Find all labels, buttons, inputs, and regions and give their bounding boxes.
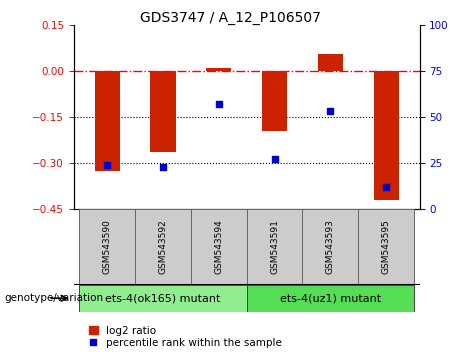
Point (215, 101, 223, 107)
Bar (247, 285, 414, 312)
Bar (79, 285, 247, 312)
Bar (358, 209, 414, 285)
Point (160, 164, 167, 169)
Bar (150, 71, 176, 152)
Text: genotype/variation: genotype/variation (5, 293, 104, 303)
Text: ets-4(ok165) mutant: ets-4(ok165) mutant (105, 293, 221, 303)
Text: GDS3747 / A_12_P106507: GDS3747 / A_12_P106507 (140, 11, 321, 25)
Bar (206, 68, 231, 71)
Bar (302, 209, 358, 285)
Bar (247, 209, 302, 285)
Point (104, 162, 111, 167)
Point (271, 156, 278, 162)
Text: GSM543590: GSM543590 (103, 219, 112, 274)
Text: GSM543591: GSM543591 (270, 219, 279, 274)
Bar (318, 54, 343, 71)
Text: GSM543592: GSM543592 (159, 219, 167, 274)
Text: GSM543595: GSM543595 (382, 219, 390, 274)
Text: GSM543594: GSM543594 (214, 219, 223, 274)
Bar (262, 71, 287, 131)
Bar (79, 209, 135, 285)
Text: ets-4(uz1) mutant: ets-4(uz1) mutant (280, 293, 381, 303)
Bar (95, 71, 120, 171)
Point (382, 184, 390, 190)
Bar (191, 209, 247, 285)
Point (326, 108, 334, 114)
Text: GSM543593: GSM543593 (326, 219, 335, 274)
Bar (373, 71, 399, 200)
Bar (135, 209, 191, 285)
Legend: log2 ratio, percentile rank within the sample: log2 ratio, percentile rank within the s… (88, 325, 283, 349)
